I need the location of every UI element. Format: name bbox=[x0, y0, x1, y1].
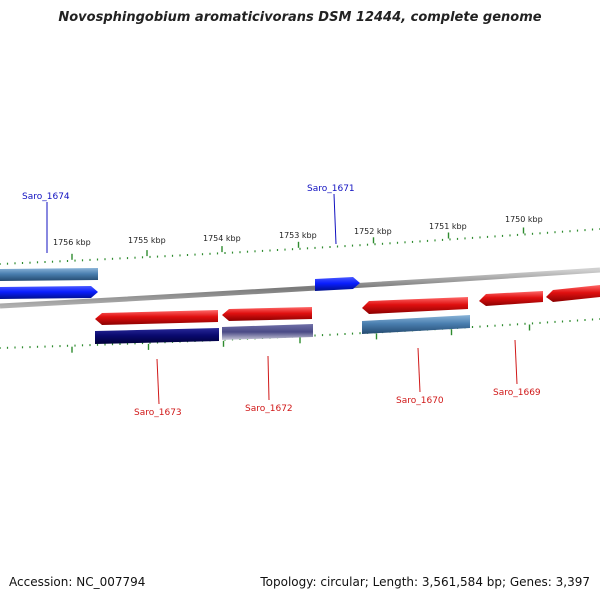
scale-label-1753: 1753 kbp bbox=[279, 231, 317, 240]
gene-saro-1670-arrow bbox=[362, 297, 468, 314]
scale-label-1750: 1750 kbp bbox=[505, 215, 543, 224]
gene-saro-1670[interactable]: Saro_1670 bbox=[362, 297, 470, 406]
gene-saro-1673-label: Saro_1673 bbox=[134, 408, 182, 418]
scale-label-1756: 1756 kbp bbox=[53, 238, 91, 247]
gene-saro-1669-arrow bbox=[479, 291, 543, 306]
gene-saro-1673-arrow bbox=[95, 310, 218, 325]
scale-label-1754: 1754 kbp bbox=[203, 234, 241, 243]
gene-saro-1669[interactable]: Saro_1669 bbox=[479, 285, 600, 398]
gene-saro-1670-label: Saro_1670 bbox=[396, 396, 444, 406]
gene-saro-1669-label: Saro_1669 bbox=[493, 388, 541, 398]
gene-saro-1674-arrow bbox=[0, 286, 98, 299]
gene-saro-1671-leader bbox=[333, 193, 337, 245]
genome-summary-text: Topology: circular; Length: 3,561,584 bp… bbox=[260, 575, 590, 589]
scale-ticks-top bbox=[0, 227, 600, 265]
gene-saro-1671-arrow bbox=[315, 277, 360, 291]
scale-labels: 1756 kbp 1755 kbp 1754 kbp 1753 kbp 1752… bbox=[53, 215, 543, 247]
genome-backbone bbox=[0, 267, 600, 309]
gene-saro-1672-label: Saro_1672 bbox=[245, 404, 293, 414]
gene-saro-1674[interactable]: Saro_1674 bbox=[0, 192, 98, 299]
gene-saro-1672-leader bbox=[267, 355, 270, 401]
gene-saro-1669-neighbor-arrow bbox=[546, 285, 600, 302]
gene-saro-1674-cds bbox=[0, 268, 98, 281]
scale-label-1752: 1752 kbp bbox=[354, 227, 392, 236]
gene-saro-1669-leader bbox=[514, 339, 518, 385]
scale-label-1751: 1751 kbp bbox=[429, 222, 467, 231]
accession-text: Accession: NC_007794 bbox=[9, 575, 146, 589]
gene-saro-1672-cds bbox=[222, 324, 313, 340]
gene-saro-1673-leader bbox=[156, 358, 160, 405]
gene-saro-1672-arrow bbox=[222, 307, 312, 321]
map-title: Novosphingobium aromaticivorans DSM 1244… bbox=[58, 10, 542, 25]
gene-saro-1670-leader bbox=[417, 347, 421, 393]
gene-saro-1672[interactable]: Saro_1672 bbox=[222, 307, 313, 414]
gene-saro-1674-label: Saro_1674 bbox=[22, 192, 70, 202]
gene-saro-1673[interactable]: Saro_1673 bbox=[95, 310, 219, 418]
scale-label-1755: 1755 kbp bbox=[128, 236, 166, 245]
gene-saro-1671[interactable]: Saro_1671 bbox=[307, 184, 360, 291]
gene-saro-1671-label: Saro_1671 bbox=[307, 184, 355, 194]
gene-saro-1670-cds bbox=[362, 315, 470, 334]
gene-saro-1673-cds bbox=[95, 328, 219, 344]
